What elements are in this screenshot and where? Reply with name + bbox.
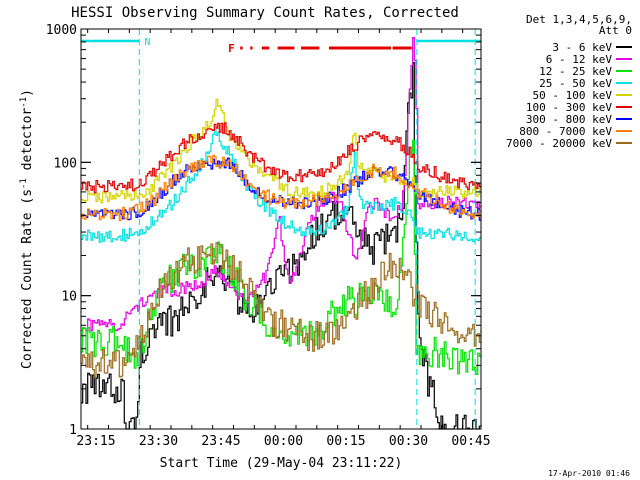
y-axis-label-exponent: -1 — [19, 178, 29, 189]
night-label: N — [144, 37, 150, 48]
flare-label: F — [228, 42, 235, 55]
legend-entry-label: 12 - 25 keV — [539, 65, 612, 78]
x-tick-label: 00:45 — [451, 434, 490, 449]
y-tick-label: 1 — [69, 423, 77, 438]
plot-frame — [80, 28, 482, 430]
y-tick-label: 1000 — [46, 23, 77, 38]
legend-header: Att 0 — [599, 24, 632, 37]
y-axis-label-part: Corrected Count Rate (s — [20, 189, 35, 369]
series-line — [81, 139, 482, 375]
y-axis-label-part: ) — [20, 89, 35, 97]
x-tick-label: 00:15 — [326, 434, 365, 449]
chart-title: HESSI Observing Summary Count Rates, Cor… — [71, 5, 459, 21]
legend-entry-label: 7000 - 20000 keV — [506, 137, 612, 150]
series-line — [81, 122, 482, 194]
series-line — [81, 157, 482, 221]
x-axis-label: Start Time (29-May-04 23:11:22) — [160, 456, 403, 471]
legend-header: Det 1,3,4,5,6,9, — [526, 13, 632, 26]
x-tick-label: 23:30 — [139, 434, 178, 449]
y-tick-label: 10 — [61, 290, 77, 305]
legend-entry-label: 800 - 7000 keV — [519, 125, 612, 138]
generation-timestamp: 17-Apr-2010 01:46 — [548, 469, 630, 478]
y-axis-label-part: detector — [20, 108, 35, 179]
legend-entry-label: 300 - 800 keV — [526, 113, 612, 126]
legend-entry-label: 100 - 300 keV — [526, 101, 612, 114]
series-line — [81, 154, 482, 222]
x-tick-label: 00:00 — [264, 434, 303, 449]
series-line — [81, 37, 482, 332]
legend-entry-label: 25 - 50 keV — [539, 77, 612, 90]
x-tick-label: 00:30 — [389, 434, 428, 449]
y-axis-label-exponent: -1 — [19, 97, 29, 108]
y-tick-label: 100 — [54, 156, 77, 171]
series-line — [81, 242, 482, 378]
x-tick-label: 23:45 — [201, 434, 240, 449]
series-line — [81, 128, 482, 243]
legend-entry-label: 3 - 6 keV — [552, 41, 612, 54]
legend-entry-label: 50 - 100 keV — [533, 89, 613, 102]
y-axis-label: Corrected Count Rate (s-1 detector-1) — [19, 89, 35, 369]
x-axis: 23:15 23:30 23:45 00:00 00:15 00:30 00:45 — [76, 29, 491, 449]
legend-entry-label: 6 - 12 keV — [546, 53, 613, 66]
x-tick-label: 23:15 — [76, 434, 115, 449]
